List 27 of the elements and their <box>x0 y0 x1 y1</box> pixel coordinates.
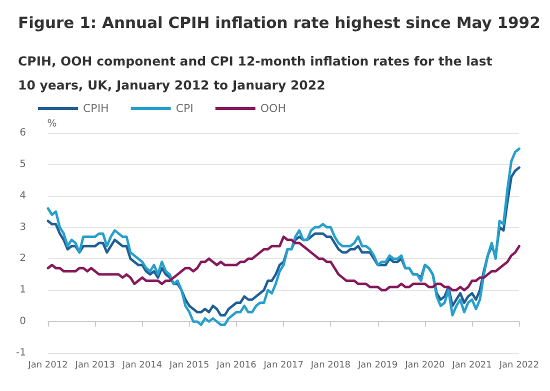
legend-label: CPIH <box>83 102 109 115</box>
x-tick-label: Jan 2015 <box>168 360 210 370</box>
y-tick-label: 4 <box>20 190 26 202</box>
y-tick-label: 2 <box>20 253 26 264</box>
x-tick-label: Jan 2013 <box>74 360 115 370</box>
y-axis-title: % <box>47 118 57 130</box>
x-tick-label: Jan 2019 <box>357 360 398 370</box>
chart-title: Figure 1: Annual CPIH inflation rate highest since May 1992 <box>18 14 540 32</box>
legend-label: OOH <box>260 102 286 115</box>
x-tick-label: Jan 2014 <box>121 360 162 370</box>
x-tick-label: Jan 2020 <box>404 360 446 370</box>
y-tick-label: 0 <box>20 316 26 328</box>
chart-subtitle: CPIH, OOH component and CPI 12-month inflation rates for the last 10 years, UK, January 2012 to January 2022 <box>18 54 497 92</box>
x-tick-label: Jan 2022 <box>498 360 539 370</box>
y-tick-label: 1 <box>20 284 26 296</box>
y-tick-label: 6 <box>20 128 26 138</box>
x-tick-label: Jan 2012 <box>27 360 68 370</box>
y-tick-label: 5 <box>20 158 26 170</box>
line-series <box>46 235 520 292</box>
x-tick-label: Jan 2017 <box>262 360 304 370</box>
x-tick-label: Jan 2018 <box>310 360 351 370</box>
legend-label: CPI <box>176 102 194 115</box>
y-tick-label: -1 <box>16 348 26 358</box>
x-tick-label: Jan 2021 <box>451 360 492 370</box>
line-series <box>46 147 520 326</box>
y-tick-label: 3 <box>20 222 26 233</box>
x-tick-label: Jan 2016 <box>216 360 257 370</box>
